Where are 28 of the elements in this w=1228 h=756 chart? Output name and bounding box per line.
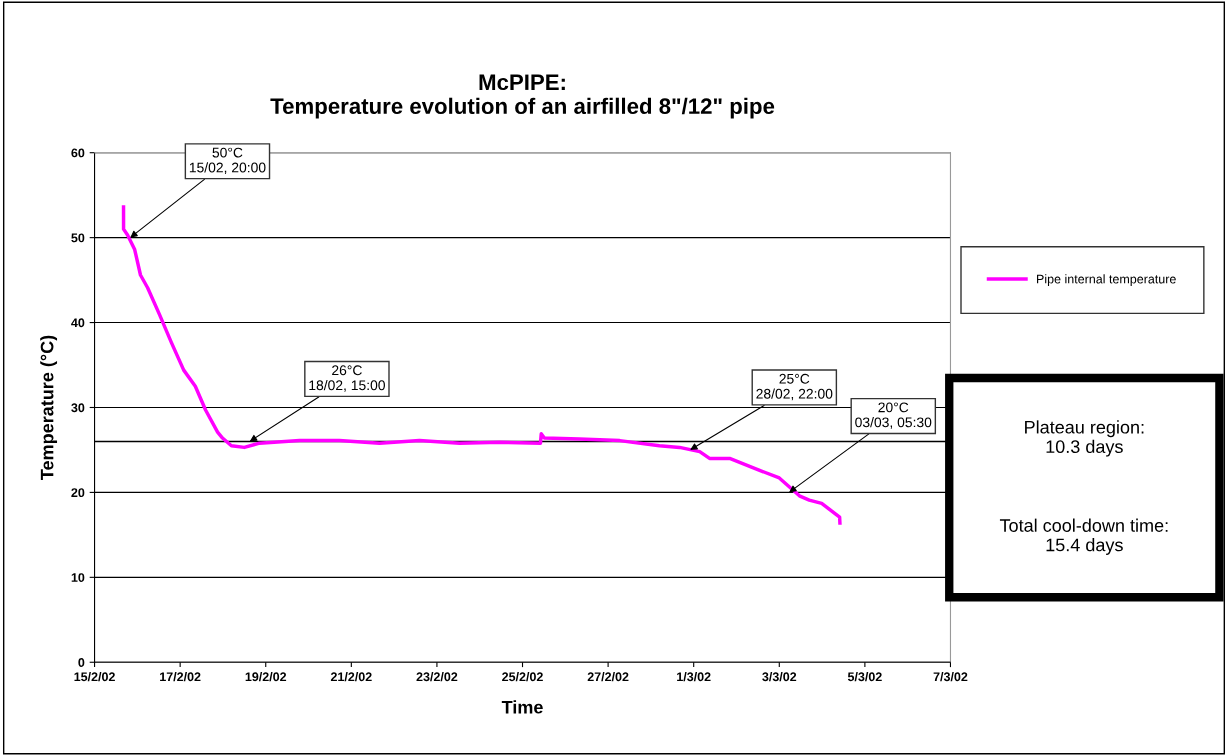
x-tick-label: 15/2/02 [74, 671, 115, 682]
y-tick-label: 50 [71, 233, 85, 243]
x-axis-title: Time [501, 700, 543, 714]
x-tick-label: 17/2/02 [160, 671, 201, 682]
annotation: 26°C 18/02, 15:00 [309, 365, 385, 392]
x-tick-label: 23/2/02 [416, 671, 458, 682]
annotation: 25°C 28/02, 22:00 [756, 373, 833, 401]
x-tick-label: 7/3/02 [933, 671, 968, 682]
y-tick-label: 10 [71, 573, 85, 582]
text: Plateau region: 10.3 days [1025, 420, 1144, 457]
annotation: 50°C 15/02, 20:00 [189, 147, 266, 175]
y-tick-label: 40 [71, 318, 85, 328]
x-tick-label: 19/2/02 [245, 671, 287, 682]
text: Total cool-down time: 15.4 days [999, 518, 1168, 555]
x-tick-label: 1/3/02 [677, 671, 711, 682]
annotation: 20°C 03/03, 05:30 [855, 402, 932, 429]
legend-label: Pipe internal temperature [1037, 274, 1176, 286]
y-tick-label: 30 [71, 403, 85, 413]
x-tick-label: 5/3/02 [847, 671, 882, 682]
x-tick-label: 25/2/02 [502, 671, 543, 682]
y-tick-label: 20 [71, 488, 85, 498]
y-axis-title: Temperature (°C) [40, 335, 58, 480]
y-tick-label: 0 [78, 658, 85, 667]
x-tick-label: 21/2/02 [330, 671, 372, 682]
chart-title: McPIPE: Temperature evolution of an airfilled 8"/12" pipe [270, 74, 775, 119]
y-tick-label: 60 [71, 148, 85, 158]
x-tick-label: 3/3/02 [762, 671, 797, 682]
x-tick-label: 27/2/02 [587, 671, 629, 682]
